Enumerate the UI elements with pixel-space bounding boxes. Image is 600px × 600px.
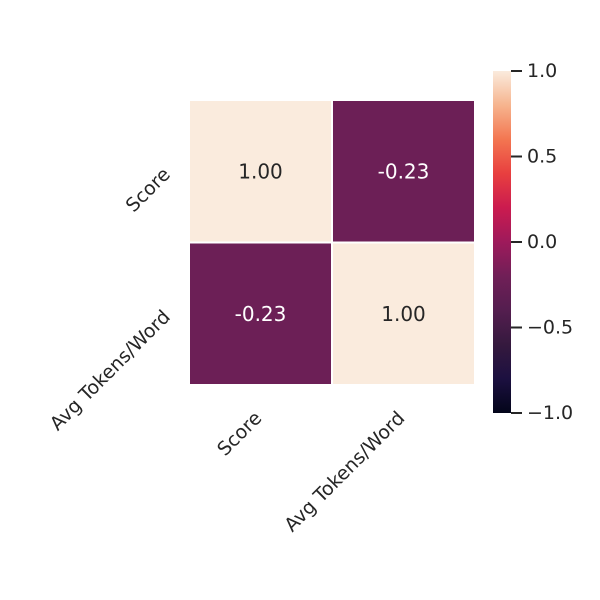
- cell-value-label-1-0: -0.23: [235, 302, 287, 326]
- heatmap-cells: 1.00 -0.23 -0.23 1.00: [188, 99, 476, 386]
- colorbar-tick-label-4: −1.0: [527, 402, 573, 424]
- col-tick-label-0: Score: [213, 407, 266, 460]
- heatmap-cell-1-1: [331, 241, 476, 386]
- col-tick-labels: Score Avg Tokens/Word: [213, 407, 409, 536]
- colorbar-tick-label-3: −0.5: [527, 317, 573, 339]
- colorbar: 1.0 0.5 0.0 −0.5 −1.0: [493, 60, 573, 424]
- colorbar-tick-label-1: 0.5: [527, 146, 557, 168]
- row-tick-label-0: Score: [122, 163, 175, 216]
- colorbar-gradient: [493, 71, 511, 413]
- row-tick-labels: Score Avg Tokens/Word: [46, 163, 175, 435]
- col-tick-label-1: Avg Tokens/Word: [280, 407, 409, 536]
- heatmap-cell-1-0: [188, 241, 333, 386]
- row-tick-label-1: Avg Tokens/Word: [46, 306, 175, 435]
- cell-value-label-0-0: 1.00: [238, 159, 283, 183]
- heatmap-cell-0-1: [331, 99, 476, 244]
- cell-value-label-1-1: 1.00: [381, 302, 426, 326]
- colorbar-tick-label-0: 1.0: [527, 60, 557, 82]
- cell-value-label-0-1: -0.23: [378, 159, 430, 183]
- heatmap-cell-0-0: [188, 99, 333, 244]
- colorbar-tick-label-2: 0.0: [527, 231, 557, 253]
